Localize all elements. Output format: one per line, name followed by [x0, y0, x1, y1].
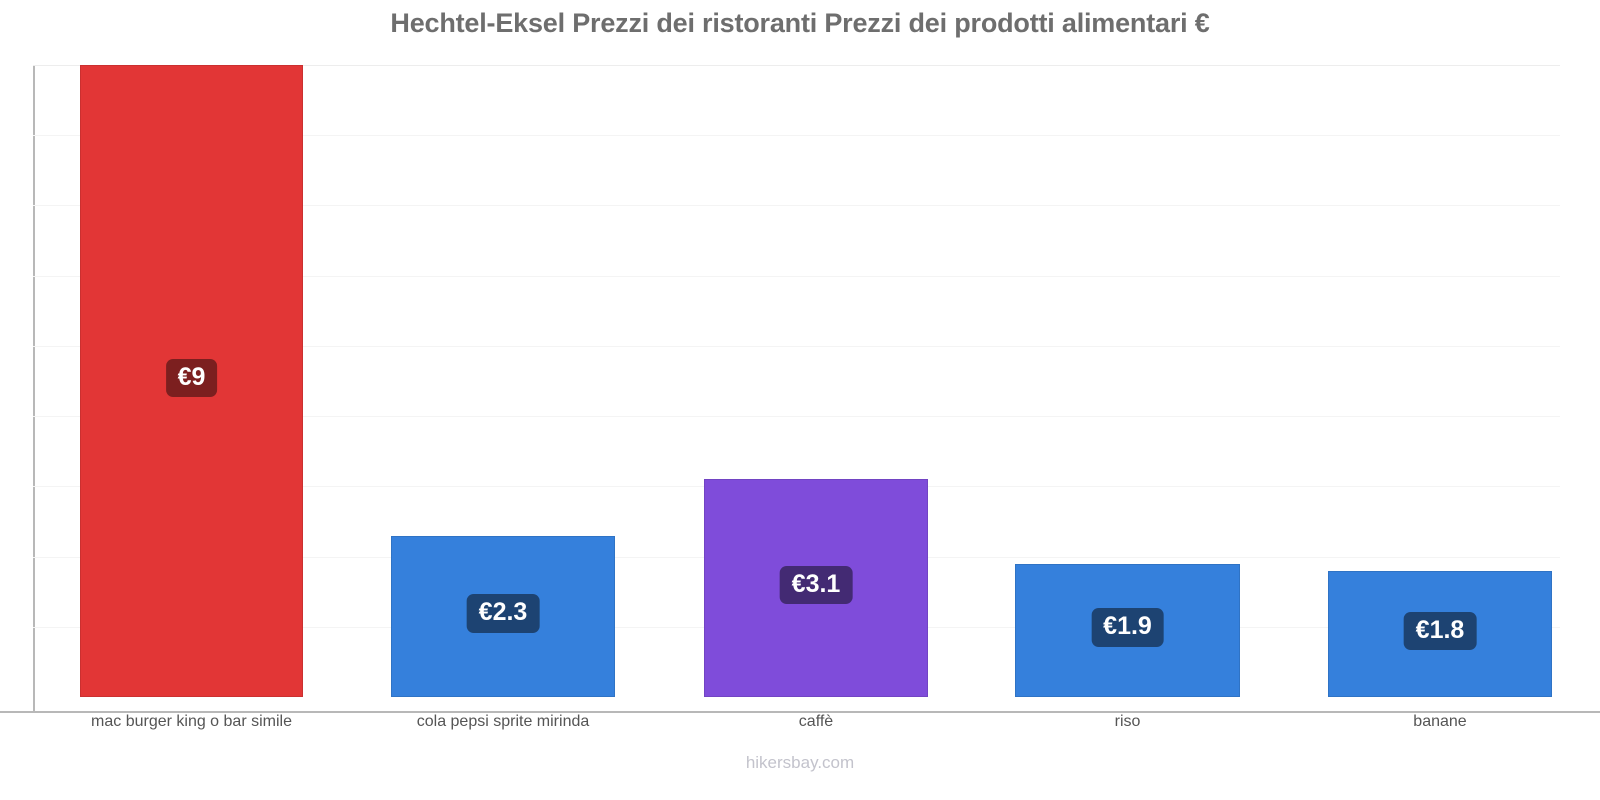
chart-title: Hechtel-Eksel Prezzi dei ristoranti Prez…: [390, 8, 1210, 38]
bar[interactable]: €1.9: [1015, 563, 1240, 697]
plot-area: 0123456789€9€2.3€3.1€1.9€1.8: [33, 65, 1560, 697]
bar[interactable]: €9: [80, 65, 303, 697]
bar-value-label: €3.1: [779, 566, 853, 605]
bar-value-label: €1.9: [1091, 608, 1164, 647]
x-axis-category-label: mac burger king o bar simile: [91, 713, 292, 730]
bar[interactable]: €2.3: [391, 535, 615, 697]
gridline: [33, 416, 1560, 418]
bar[interactable]: €1.8: [1328, 570, 1552, 697]
gridline: [33, 275, 1560, 277]
gridline: [33, 345, 1560, 347]
x-axis-line: [0, 711, 1600, 713]
bar[interactable]: €3.1: [704, 479, 928, 697]
x-axis-category-label: banane: [1413, 713, 1467, 730]
bar-value-label: €9: [165, 359, 218, 398]
bar-value-label: €1.8: [1403, 611, 1477, 651]
gridline: [33, 205, 1560, 207]
gridline: [33, 135, 1560, 137]
y-axis-line: [33, 65, 35, 713]
x-axis-category-label: riso: [1114, 713, 1141, 730]
x-axis-category-label: cola pepsi sprite mirinda: [416, 713, 590, 730]
gridline: [33, 65, 1560, 66]
chart-source-footer: hikersbay.com: [745, 753, 855, 772]
bar-value-label: €2.3: [466, 594, 540, 633]
x-axis-category-label: caffè: [798, 713, 834, 730]
